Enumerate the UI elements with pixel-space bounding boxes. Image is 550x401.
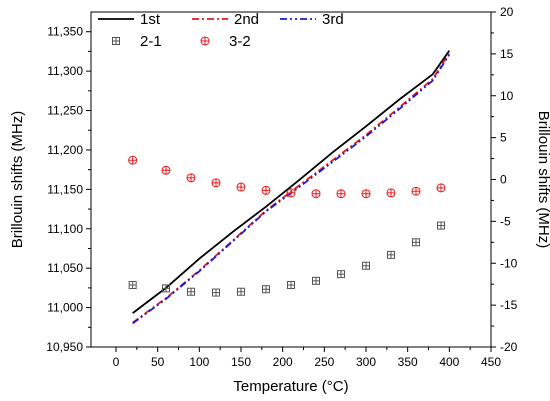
data-point-2-1 bbox=[387, 250, 395, 259]
data-point-3-2 bbox=[411, 186, 421, 196]
data-point-2-1 bbox=[262, 285, 270, 294]
y-left-tick-label: 11,350 bbox=[47, 25, 83, 39]
y-axis-right-title: Brillouin shifts (MHz) bbox=[535, 111, 550, 249]
legend-label-3rd: 3rd bbox=[322, 11, 344, 28]
y-right-tick-label: -10 bbox=[500, 256, 518, 270]
data-point-2-1 bbox=[187, 287, 195, 296]
y-right-tick-label: 15 bbox=[500, 47, 514, 61]
plot-frame bbox=[90, 11, 492, 348]
y-left-tick-label: 11,250 bbox=[47, 104, 83, 118]
legend-label-1st: 1st bbox=[140, 11, 161, 28]
axes-layer: 0 50 100 150 200 250 300 350 400 45010,95011,0001… bbox=[46, 5, 517, 369]
data-point-2-1 bbox=[337, 270, 345, 279]
legend: 1st 2nd 3rd 2-1 3-2 bbox=[98, 11, 344, 50]
y-right-tick-label: 0 bbox=[500, 173, 507, 187]
x-tick-label: 300 bbox=[356, 355, 376, 369]
y-axis-left-title: Brillouin shifts (MHz) bbox=[9, 111, 26, 249]
x-tick-label: 100 bbox=[189, 355, 209, 369]
data-point-3-2 bbox=[386, 188, 396, 198]
y-left-tick-label: 11,000 bbox=[47, 301, 83, 315]
y-right-tick-label: -15 bbox=[500, 298, 518, 312]
y-right-tick-label: 5 bbox=[500, 131, 507, 145]
y-left-tick-label: 11,050 bbox=[47, 261, 83, 275]
legend-label-3-2: 3-2 bbox=[229, 33, 251, 50]
data-point-3-2 bbox=[436, 183, 446, 193]
data-point-2-1 bbox=[212, 288, 220, 297]
x-tick-label: 250 bbox=[314, 355, 334, 369]
x-tick-label: 50 bbox=[151, 355, 165, 369]
data-point-3-2 bbox=[186, 173, 196, 183]
x-tick-label: 450 bbox=[481, 355, 501, 369]
data-point-3-2 bbox=[261, 185, 271, 195]
y-left-tick-label: 10,950 bbox=[46, 340, 83, 354]
x-axis-title: Temperature (°C) bbox=[233, 378, 348, 395]
data-point-3-2 bbox=[336, 189, 346, 199]
data-point-2-1 bbox=[362, 261, 370, 270]
data-point-2-1 bbox=[312, 276, 320, 285]
data-point-3-2 bbox=[211, 178, 221, 188]
y-right-tick-label: 10 bbox=[500, 89, 514, 103]
legend-label-2nd: 2nd bbox=[234, 11, 259, 28]
data-point-2-1 bbox=[287, 281, 295, 290]
x-tick-label: 0 bbox=[113, 355, 120, 369]
legend-marker-3-2 bbox=[200, 36, 210, 46]
y-right-tick-label: -5 bbox=[500, 214, 511, 228]
data-point-3-2 bbox=[161, 165, 171, 175]
x-tick-label: 400 bbox=[439, 355, 459, 369]
y-left-tick-label: 11,150 bbox=[47, 182, 83, 196]
data-point-2-1 bbox=[237, 287, 245, 296]
y-left-tick-label: 11,300 bbox=[47, 64, 83, 78]
x-tick-label: 200 bbox=[273, 355, 293, 369]
series-line-3rd bbox=[132, 54, 451, 325]
y-right-tick-label: 20 bbox=[500, 5, 514, 19]
data-point-3-2 bbox=[361, 189, 371, 199]
y-left-tick-label: 11,200 bbox=[47, 143, 83, 157]
data-point-3-2 bbox=[311, 189, 321, 199]
series-layer bbox=[128, 50, 451, 325]
data-point-2-1 bbox=[162, 284, 170, 293]
data-point-3-2 bbox=[128, 155, 138, 165]
y-left-tick-label: 11,100 bbox=[47, 222, 83, 236]
series-line-1st bbox=[132, 50, 451, 314]
x-tick-label: 150 bbox=[231, 355, 251, 369]
legend-marker-2-1 bbox=[112, 37, 120, 45]
legend-label-2-1: 2-1 bbox=[140, 33, 162, 50]
data-point-2-1 bbox=[437, 221, 445, 230]
data-point-3-2 bbox=[286, 188, 296, 198]
y-right-tick-label: -20 bbox=[500, 340, 518, 354]
data-point-2-1 bbox=[128, 281, 137, 290]
data-point-3-2 bbox=[236, 182, 246, 192]
data-point-2-1 bbox=[412, 238, 420, 247]
x-tick-label: 350 bbox=[398, 355, 418, 369]
